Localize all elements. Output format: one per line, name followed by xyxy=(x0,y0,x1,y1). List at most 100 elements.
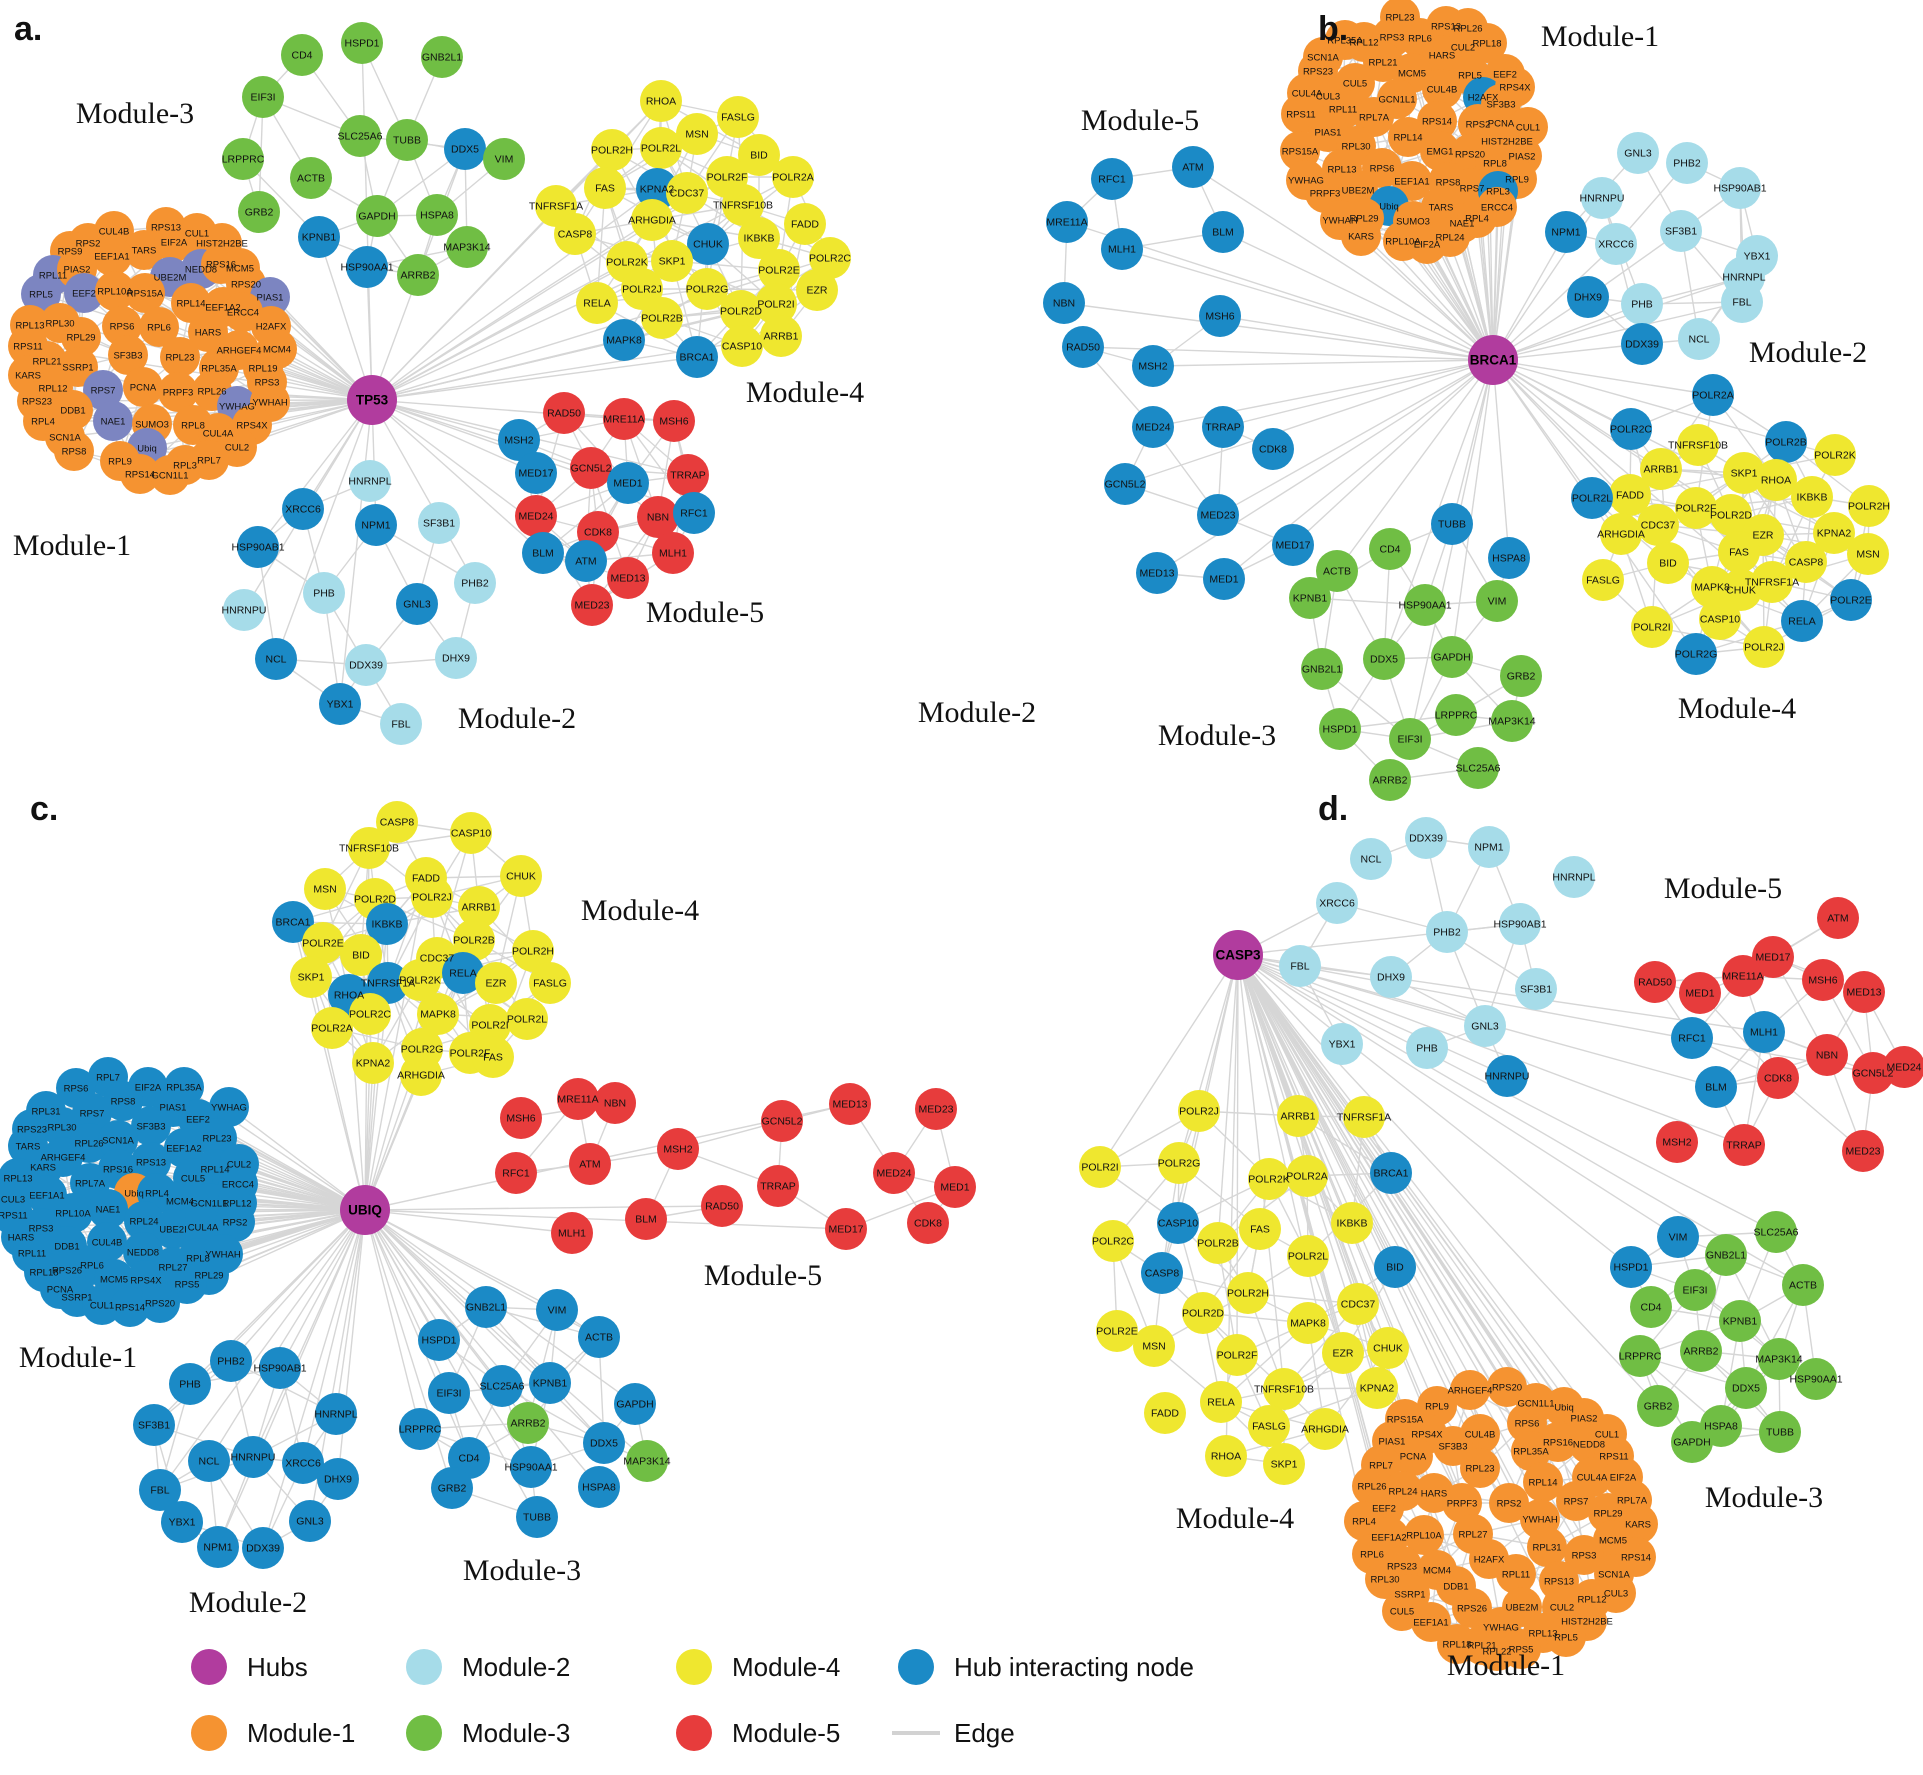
node-CASP10 xyxy=(1699,598,1741,640)
node-label: RPS15A xyxy=(1387,1415,1424,1426)
node-POLR2B xyxy=(641,297,683,339)
hub-edge xyxy=(1099,954,1239,1168)
node-label: RPL35A xyxy=(201,364,237,375)
node-TRRAP xyxy=(667,454,709,496)
node-DDX39 xyxy=(1621,323,1663,365)
node-label: RPS11 xyxy=(1286,110,1315,121)
module-label: Module-1 xyxy=(1447,1649,1565,1682)
node-label: POLR2B xyxy=(1765,437,1806,449)
hub-edge xyxy=(1237,954,1745,1146)
hub-edge xyxy=(1223,359,1494,580)
hub-edge xyxy=(1237,954,1804,1286)
hub-node-TP53 xyxy=(347,375,397,425)
node-YBX1 xyxy=(161,1501,203,1543)
node-BLM xyxy=(522,532,564,574)
node-MLH1 xyxy=(652,532,694,574)
node-MED13 xyxy=(607,557,649,599)
node-MSN xyxy=(1847,533,1889,575)
hub-edge xyxy=(364,877,427,1211)
hub-node-BRCA1 xyxy=(1468,335,1518,385)
node-label: CUL1 xyxy=(1516,123,1540,134)
node-label: ARRB2 xyxy=(1683,1346,1718,1358)
node-label: EZR xyxy=(1753,530,1774,542)
node-label: RPL31 xyxy=(31,1107,60,1118)
node-label: EMG1 xyxy=(1427,147,1454,158)
legend-label: Module-5 xyxy=(732,1718,840,1748)
node-label: RELA xyxy=(1788,616,1815,628)
node-label: RFC1 xyxy=(680,508,708,520)
node-label: MED13 xyxy=(1846,987,1881,999)
node-RPL5 xyxy=(21,274,61,314)
hub-edge xyxy=(1237,954,1679,1238)
node-label: MED23 xyxy=(1200,510,1235,522)
node-label: POLR2E xyxy=(1830,595,1871,607)
module-label: Module-2 xyxy=(918,696,1036,729)
node-label: CUL3 xyxy=(1604,1589,1628,1600)
node-NBN xyxy=(1043,282,1085,324)
node-label: ACTB xyxy=(297,173,325,185)
hub-edge xyxy=(1237,954,1632,1268)
node-label: CD4 xyxy=(458,1453,479,1465)
node-MED24 xyxy=(873,1152,915,1194)
node-label: FASLG xyxy=(1586,575,1620,587)
node-LRPPRC xyxy=(399,1408,441,1450)
node-label: RPS6 xyxy=(110,322,135,333)
node-MED1 xyxy=(1203,558,1245,600)
node-RPL18 xyxy=(1467,23,1507,63)
hub-edge xyxy=(1237,923,1521,956)
node-label: CUL5 xyxy=(181,1174,205,1185)
node-HNRNPU xyxy=(1581,177,1623,219)
node-label: RPL21 xyxy=(1368,58,1397,69)
node-label: RPL9 xyxy=(1425,1402,1449,1413)
hub-edge xyxy=(1222,231,1494,361)
node-MAPK8 xyxy=(603,319,645,361)
node-label: GCN5L2 xyxy=(762,1116,803,1128)
node-label: FAS xyxy=(483,1052,503,1064)
node-label: XRCC6 xyxy=(285,504,321,516)
node-label: FAS xyxy=(1729,547,1749,559)
node-label: HARS xyxy=(1421,1489,1447,1500)
node-label: HNRNPL xyxy=(348,476,391,488)
node-label: CHUK xyxy=(1726,585,1756,597)
node-label: MLH1 xyxy=(659,548,687,560)
node-label: EEF1A1 xyxy=(29,1191,64,1202)
node-label: MRE11A xyxy=(557,1094,598,1106)
node-label: PRPF3 xyxy=(163,388,194,399)
node-label: PIAS2 xyxy=(1571,1414,1598,1425)
node-label: RPS3 xyxy=(1380,33,1405,44)
node-label: RPL8 xyxy=(186,1254,210,1265)
node-label: CUL5 xyxy=(1390,1607,1414,1618)
node-label: FADD xyxy=(412,873,440,885)
node-FAS xyxy=(1718,531,1760,573)
node-RHOA xyxy=(640,80,682,122)
node-label: RPL19 xyxy=(248,364,277,375)
node-label: RPS4X xyxy=(130,1276,162,1287)
node-label: BID xyxy=(1659,558,1677,570)
node-label: LRPPRC xyxy=(1435,710,1478,722)
node-label: FBL xyxy=(391,719,410,731)
node-label: MED13 xyxy=(610,573,645,585)
node-label: CUL4B xyxy=(99,227,130,238)
node-label: POLR2D xyxy=(1182,1308,1224,1320)
node-label: BID xyxy=(352,950,370,962)
node-label: MCM4 xyxy=(166,1197,194,1208)
hub-edge xyxy=(364,1209,487,1308)
node-label: CD4 xyxy=(1379,544,1400,556)
node-EIF2A xyxy=(154,222,194,262)
node-label: POLR2D xyxy=(720,306,762,318)
node-label: SCN1A xyxy=(1598,1570,1630,1581)
node-label: KPNA2 xyxy=(1360,1383,1395,1395)
node-DHX9 xyxy=(435,637,477,679)
module-label: Module-4 xyxy=(581,894,699,927)
node-KPNB1 xyxy=(529,1362,571,1404)
node-label: RPL14 xyxy=(1393,133,1422,144)
node-label: EEF2 xyxy=(72,289,96,300)
node-CDC37 xyxy=(1637,504,1679,546)
node-label: PHB xyxy=(179,1379,201,1391)
node-label: RPL7 xyxy=(96,1073,120,1084)
node-label: POLR2C xyxy=(349,1009,391,1021)
node-EZR xyxy=(475,962,517,1004)
node-label: POLR2E xyxy=(302,938,343,950)
node-label: MED13 xyxy=(832,1099,867,1111)
module-label: Module-5 xyxy=(704,1259,822,1292)
